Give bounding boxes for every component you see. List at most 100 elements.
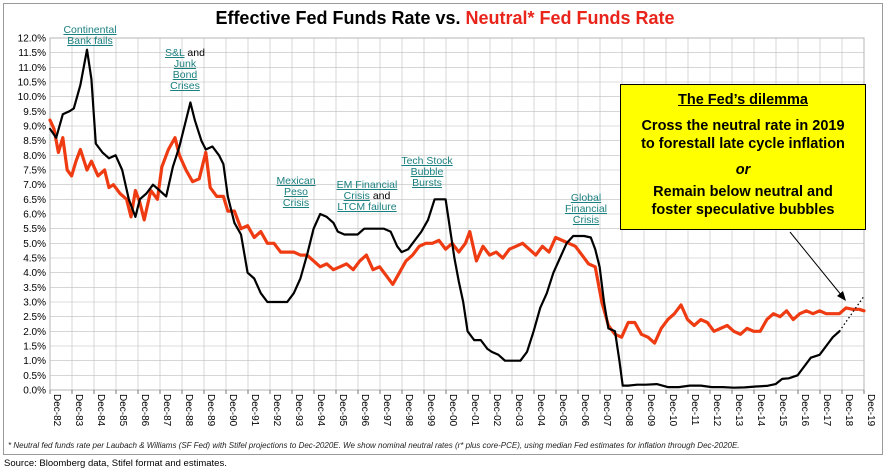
x-tick-label: Dec-17: [821, 394, 832, 427]
y-tick-label: 5.0%: [23, 239, 46, 250]
x-tick-label: Dec-05: [557, 394, 568, 427]
y-tick-label: 8.0%: [23, 151, 46, 162]
y-tick-label: 10.0%: [18, 92, 46, 103]
series-effective-line: [48, 48, 841, 389]
annotation-sl-and: and: [187, 47, 205, 59]
x-tick-label: Dec-06: [579, 394, 590, 427]
x-tick-label: Dec-84: [95, 394, 106, 427]
y-tick-label: 11.0%: [18, 63, 46, 74]
chart-title: Effective Fed Funds Rate vs. Neutral* Fe…: [0, 8, 890, 29]
dilemma-option-2: Remain below neutral and foster speculat…: [621, 183, 865, 219]
y-tick-label: 8.5%: [23, 136, 46, 147]
dilemma-arrow-line: [789, 231, 843, 297]
annotation-em-line2: Crisis: [343, 190, 370, 202]
title-part-1: Effective Fed Funds Rate vs.: [215, 8, 466, 28]
x-tick-label: Dec-83: [73, 394, 84, 427]
x-tick-label: Dec-11: [689, 394, 700, 426]
dilemma-line-4: foster speculative bubbles: [651, 202, 835, 218]
dilemma-line-3: Remain below neutral and: [653, 184, 833, 200]
dilemma-line-1: Cross the neutral rate in 2019: [641, 118, 845, 134]
y-tick-label: 1.0%: [23, 356, 46, 367]
dilemma-or: or: [735, 162, 751, 178]
annotation-gfc: Global Financial Crisis: [560, 193, 612, 226]
dilemma-line-2: to forestall late cycle inflation: [641, 136, 845, 152]
x-tick-label: Dec-86: [139, 394, 150, 427]
x-tick-label: Dec-19: [865, 394, 876, 427]
dilemma-box: The Fed’s dilemma Cross the neutral rate…: [620, 84, 866, 230]
y-tick-label: 2.5%: [23, 312, 46, 323]
annotation-mexican: Mexican Peso Crisis: [268, 176, 324, 209]
footnote: * Neutral fed funds rate per Laubach & W…: [8, 441, 740, 450]
effective-projection-dotted: [838, 295, 865, 332]
x-tick-label: Dec-02: [491, 394, 502, 427]
annotation-techstock-line3: Bursts: [412, 177, 442, 189]
x-tick-label: Dec-03: [513, 394, 524, 427]
y-tick-label: 3.5%: [23, 283, 46, 294]
x-tick-label: Dec-91: [249, 394, 260, 427]
annotation-continental-line1: Continental: [63, 24, 117, 36]
annotation-sl-line3: Bond: [172, 69, 198, 81]
annotation-em-line3: LTCM failure: [337, 201, 397, 213]
annotation-sl-line4: Crises: [170, 80, 200, 92]
x-tick-label: Dec-15: [777, 394, 788, 427]
y-tick-label: 7.5%: [23, 166, 46, 177]
dilemma-option-1: Cross the neutral rate in 2019 to forest…: [621, 117, 865, 153]
annotation-em: EM Financial Crisis and LTCM failure: [328, 180, 406, 213]
x-tick-label: Dec-14: [755, 394, 766, 427]
x-tick-label: Dec-88: [183, 394, 194, 427]
annotation-gfc-line3: Crisis: [572, 214, 600, 226]
x-tick-label: Dec-96: [359, 394, 370, 427]
x-tick-label: Dec-00: [447, 394, 458, 427]
x-tick-label: Dec-04: [535, 394, 546, 427]
annotation-techstock-line2: Bubble: [410, 166, 444, 178]
x-tick-label: Dec-87: [161, 394, 172, 427]
annotation-sl-line2: Junk: [173, 58, 197, 70]
annotation-sl: S&L and Junk Bond Crises: [160, 48, 210, 92]
x-tick-label: Dec-92: [271, 394, 282, 427]
y-tick-label: 9.5%: [23, 107, 46, 118]
annotation-techstock-line1: Tech Stock: [401, 155, 453, 167]
y-tick-label: 11.5%: [18, 48, 46, 59]
y-tick-label: 6.0%: [23, 210, 46, 221]
annotation-mexican-line1: Mexican: [276, 175, 316, 187]
y-tick-label: 2.0%: [23, 327, 46, 338]
y-tick-label: 6.5%: [23, 195, 46, 206]
x-tick-label: Dec-99: [425, 394, 436, 427]
x-tick-label: Dec-07: [601, 394, 612, 427]
x-tick-label: Dec-01: [469, 394, 480, 427]
x-tick-label: Dec-10: [667, 394, 678, 427]
y-tick-label: 7.0%: [23, 180, 46, 191]
y-tick-label: 9.0%: [23, 122, 46, 133]
annotation-sl-line1: S&L: [165, 47, 185, 59]
x-tick-label: Dec-13: [733, 394, 744, 427]
x-tick-label: Dec-82: [51, 394, 62, 427]
chart-frame: [3, 3, 883, 455]
y-tick-label: 0.0%: [23, 386, 46, 397]
y-tick-label: 12.0%: [18, 34, 46, 45]
x-tick-label: Dec-09: [645, 394, 656, 427]
annotation-continental: Continental Bank fails: [62, 25, 118, 47]
x-tick-label: Dec-85: [117, 394, 128, 427]
x-tick-label: Dec-89: [205, 394, 216, 427]
title-part-2: Neutral* Fed Funds Rate: [465, 8, 675, 28]
x-tick-label: Dec-97: [381, 394, 392, 427]
annotation-em-and: and: [372, 190, 391, 202]
annotation-mexican-line3: Crisis: [282, 197, 310, 209]
annotation-continental-line2: Bank fails: [67, 35, 113, 47]
x-tick-label: Dec-93: [293, 394, 304, 427]
x-tick-label: Dec-12: [711, 394, 722, 427]
y-tick-label: 5.5%: [23, 224, 46, 235]
series-neutral-line: [48, 118, 866, 345]
x-tick-label: Dec-98: [403, 394, 414, 427]
y-tick-label: 10.5%: [18, 78, 46, 89]
source-note: Source: Bloomberg data, Stifel format an…: [4, 458, 227, 469]
x-tick-label: Dec-08: [623, 394, 634, 427]
y-tick-label: 0.5%: [23, 371, 46, 382]
annotation-techstock: Tech Stock Bubble Bursts: [396, 156, 458, 189]
y-tick-label: 4.5%: [23, 254, 46, 265]
y-tick-label: 1.5%: [23, 342, 46, 353]
annotation-gfc-line1: Global: [570, 192, 602, 204]
x-tick-label: Dec-18: [843, 394, 854, 427]
annotation-em-line1: EM Financial: [336, 179, 398, 191]
